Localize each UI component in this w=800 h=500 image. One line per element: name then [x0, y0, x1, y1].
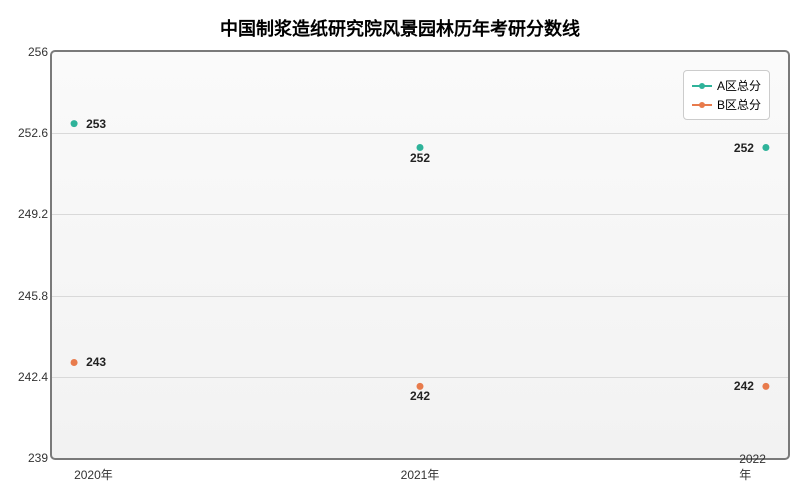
- gridline: [52, 296, 788, 297]
- y-axis-label: 239: [10, 451, 48, 465]
- x-axis-label: 2020年: [74, 466, 113, 483]
- data-point: [762, 383, 769, 390]
- y-axis-label: 249.2: [10, 207, 48, 221]
- data-label: 243: [84, 355, 108, 369]
- y-axis-label: 242.4: [10, 370, 48, 384]
- y-axis-label: 245.8: [10, 289, 48, 303]
- gridline: [52, 133, 788, 134]
- data-label: 252: [732, 141, 756, 155]
- data-point: [71, 359, 78, 366]
- x-axis-label: 2022年: [739, 452, 766, 483]
- x-axis-label: 2021年: [401, 466, 440, 483]
- gridline: [52, 377, 788, 378]
- data-point: [71, 120, 78, 127]
- data-label: 252: [408, 151, 432, 165]
- data-label: 242: [408, 389, 432, 403]
- y-axis-label: 252.6: [10, 126, 48, 140]
- gridline: [52, 214, 788, 215]
- chart-container: 中国制浆造纸研究院风景园林历年考研分数线 A区总分 B区总分 239242.42…: [0, 0, 800, 500]
- plot-area: A区总分 B区总分 239242.4245.8249.2252.62562020…: [50, 50, 790, 460]
- data-label: 242: [732, 379, 756, 393]
- data-label: 253: [84, 117, 108, 131]
- chart-title: 中国制浆造纸研究院风景园林历年考研分数线: [0, 15, 800, 41]
- y-axis-label: 256: [10, 45, 48, 59]
- data-point: [762, 144, 769, 151]
